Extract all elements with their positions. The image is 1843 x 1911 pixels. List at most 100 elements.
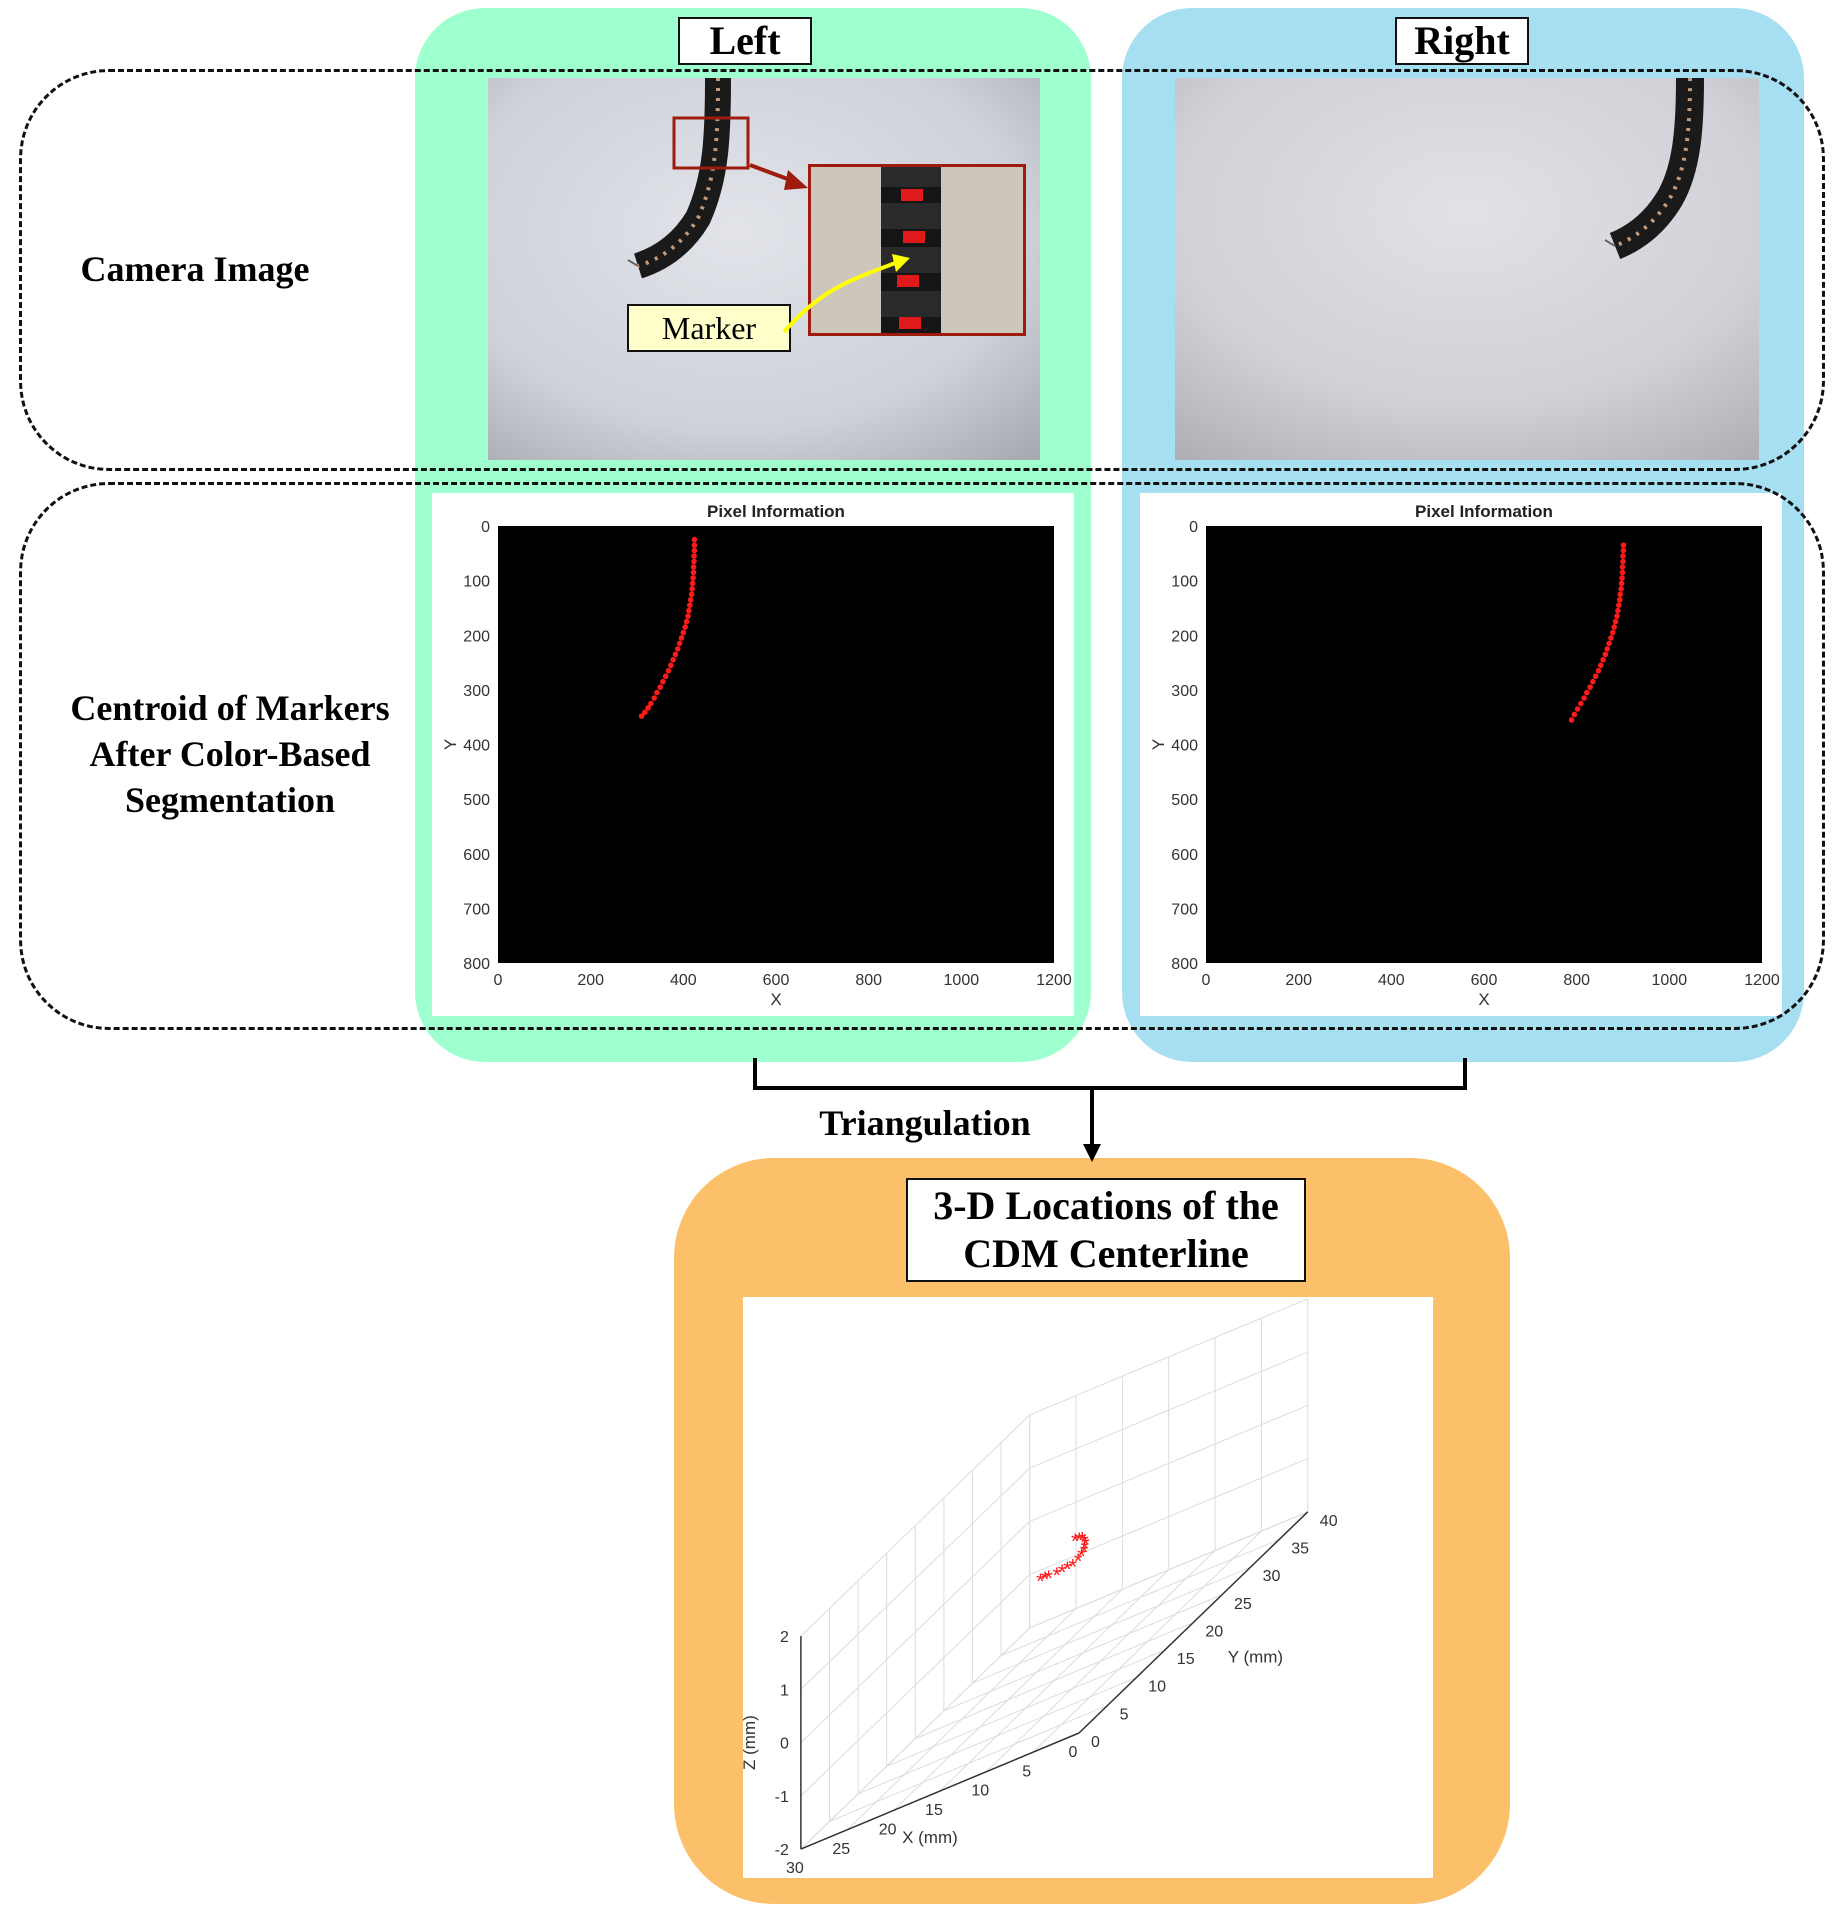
centerline-point: * (1036, 1569, 1045, 1594)
right-column-title: Right (1395, 17, 1529, 65)
left-y-tick-label: 0 (481, 519, 490, 536)
left-centroid-point (682, 624, 688, 630)
left-centroid-point (670, 657, 676, 663)
right-y-tick-label: 700 (1171, 901, 1198, 918)
z-tick-label: 1 (780, 1682, 789, 1699)
right-centroid-point (1616, 596, 1623, 603)
camera-row-outline (19, 69, 1825, 471)
right-centroid-point (1581, 695, 1587, 701)
right-centroid-point (1595, 667, 1602, 674)
right-y-tick-label: 800 (1171, 956, 1198, 973)
right-centroid-point (1608, 635, 1614, 641)
left-centroid-point (654, 689, 660, 696)
y-tick-label: 20 (1205, 1623, 1223, 1640)
right-centroid-point (1597, 662, 1604, 669)
right-centroid-point (1620, 547, 1627, 554)
left-x-tick-label: 1000 (944, 972, 980, 989)
centerline-point: * (1080, 1540, 1089, 1565)
left-y-tick-label: 700 (463, 901, 490, 918)
x-tick-label: 15 (925, 1802, 943, 1819)
right-y-tick-label: 200 (1171, 628, 1198, 645)
left-centroid-point (689, 586, 695, 592)
right-centroid-point (1571, 711, 1578, 718)
y-tick-label: 15 (1177, 1651, 1195, 1668)
left-y-tick-label: 800 (463, 956, 490, 973)
left-centroid-point (645, 705, 651, 711)
left-centroid-point (687, 596, 694, 603)
right-centroid-point (1620, 558, 1626, 565)
wall-grid-line (800, 1414, 1031, 1637)
x-tick-label: 0 (1069, 1744, 1078, 1761)
right-centroid-point (1614, 613, 1620, 619)
centerline-point: * (1075, 1528, 1084, 1553)
left-centroid-point (685, 613, 691, 619)
right-y-axis-label: Y (1149, 739, 1168, 750)
result-3d-plot: 0 5 10 15 20 25 30 0 5 10 15 20 25 30 35 40 -2 -1 0 1 2 X (mm… (743, 1298, 1338, 1877)
left-centroid-point (690, 569, 697, 576)
centerline-point: * (1069, 1554, 1078, 1579)
left-y-axis-label: Y (441, 739, 460, 750)
right-centroid-point (1600, 657, 1606, 663)
left-centroid-point (691, 547, 698, 554)
centerline-point: * (1053, 1563, 1062, 1588)
centerline-point: * (1071, 1529, 1080, 1554)
right-centroid-point (1587, 684, 1593, 690)
centroid-row-label: Centroid of Markers After Color-Based Se… (40, 685, 420, 823)
centerline-point: * (1074, 1549, 1083, 1574)
right-y-tick-label: 600 (1171, 847, 1198, 864)
centroid-label-line-1: Centroid of Markers (70, 688, 390, 728)
marker-label-box: Marker (627, 304, 791, 352)
camera-row-label-text: Camera Image (80, 249, 310, 289)
right-centroid-point (1604, 646, 1611, 652)
y-axis-label: Y (mm) (1228, 1647, 1283, 1666)
camera-row-label: Camera Image (60, 246, 330, 292)
left-x-tick-label: 400 (670, 972, 697, 989)
result-title-line-1: 3-D Locations of the (933, 1183, 1279, 1228)
right-centroid-point (1574, 706, 1581, 712)
left-centroid-point (678, 635, 685, 641)
centerline-point: * (1077, 1544, 1086, 1569)
right-centroid-point (1619, 575, 1625, 581)
floor-grid-line (886, 1649, 1165, 1767)
centroid-label-line-2: After Color-Based (89, 734, 371, 774)
x-tick-label: 10 (971, 1783, 989, 1800)
wall-grid-line (1029, 1351, 1308, 1469)
z-tick-label: 2 (780, 1629, 789, 1646)
y-tick-label: 10 (1148, 1679, 1166, 1696)
right-centroid-point (1616, 602, 1622, 609)
floor-grid-line (857, 1677, 1137, 1795)
right-centroid-point (1615, 607, 1621, 614)
marker-zoom-callout (808, 164, 1026, 336)
y-tick-label: 5 (1120, 1706, 1129, 1723)
left-column-title: Left (678, 17, 812, 65)
wall-grid-line (1029, 1404, 1308, 1522)
left-x-tick-label: 600 (763, 972, 790, 989)
left-centroid-point (657, 684, 663, 690)
left-centroid-point (691, 536, 698, 543)
floor-grid-line (1000, 1538, 1280, 1657)
floor-grid-line (943, 1594, 1223, 1712)
x-tick-label: 30 (786, 1860, 804, 1877)
right-camera-image (1175, 78, 1759, 460)
left-y-tick-label: 400 (463, 738, 490, 755)
right-x-tick-label: 0 (1202, 972, 1211, 989)
x-tick-label: 5 (1022, 1763, 1031, 1780)
y-tick-label: 40 (1320, 1513, 1338, 1530)
left-centroid-point (648, 700, 654, 707)
yellow-arrow (782, 254, 910, 334)
right-plot-area (1206, 526, 1762, 963)
left-centroid-point (690, 564, 697, 570)
x-tick-label: 25 (832, 1841, 850, 1858)
centerline-point: * (1080, 1530, 1089, 1555)
right-x-tick-label: 800 (1563, 972, 1590, 989)
left-centroid-point (691, 553, 697, 559)
right-x-axis-label: X (1478, 990, 1489, 1009)
right-centroid-point (1611, 624, 1617, 630)
right-x-tick-label: 1000 (1652, 972, 1688, 989)
left-centroid-point (690, 575, 696, 581)
right-plot-title: Pixel Information (1415, 502, 1553, 521)
left-centroid-point (683, 618, 690, 625)
left-y-tick-label: 200 (463, 628, 490, 645)
result-title-line-2: CDM Centerline (963, 1231, 1249, 1276)
left-centroid-point (672, 651, 679, 658)
